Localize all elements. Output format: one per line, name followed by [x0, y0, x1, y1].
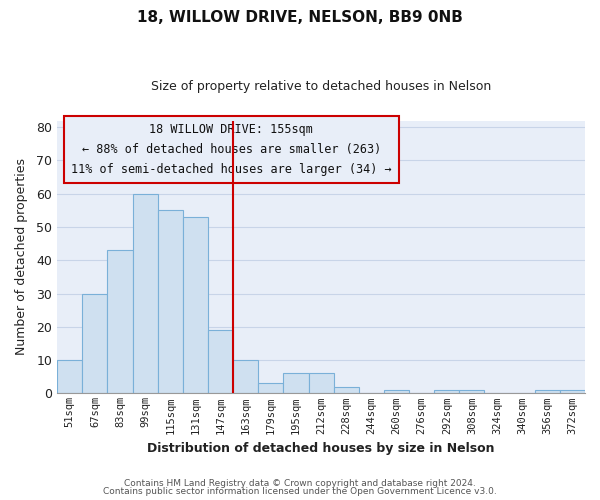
Text: 18, WILLOW DRIVE, NELSON, BB9 0NB: 18, WILLOW DRIVE, NELSON, BB9 0NB [137, 10, 463, 25]
Y-axis label: Number of detached properties: Number of detached properties [15, 158, 28, 356]
Bar [283, 374, 308, 394]
Title: Size of property relative to detached houses in Nelson: Size of property relative to detached ho… [151, 80, 491, 93]
Bar [183, 217, 208, 394]
Bar [158, 210, 183, 394]
Bar [258, 384, 283, 394]
Bar [233, 360, 258, 394]
Text: Contains public sector information licensed under the Open Government Licence v3: Contains public sector information licen… [103, 487, 497, 496]
Bar [535, 390, 560, 394]
Bar [460, 390, 484, 394]
Bar [334, 386, 359, 394]
Bar [133, 194, 158, 394]
Bar [384, 390, 409, 394]
Bar [57, 360, 82, 394]
Bar [308, 374, 334, 394]
X-axis label: Distribution of detached houses by size in Nelson: Distribution of detached houses by size … [148, 442, 495, 455]
Text: Contains HM Land Registry data © Crown copyright and database right 2024.: Contains HM Land Registry data © Crown c… [124, 478, 476, 488]
Bar [107, 250, 133, 394]
Bar [434, 390, 460, 394]
Bar [82, 294, 107, 394]
Bar [560, 390, 585, 394]
Text: 18 WILLOW DRIVE: 155sqm
← 88% of detached houses are smaller (263)
11% of semi-d: 18 WILLOW DRIVE: 155sqm ← 88% of detache… [71, 124, 392, 176]
Bar [208, 330, 233, 394]
